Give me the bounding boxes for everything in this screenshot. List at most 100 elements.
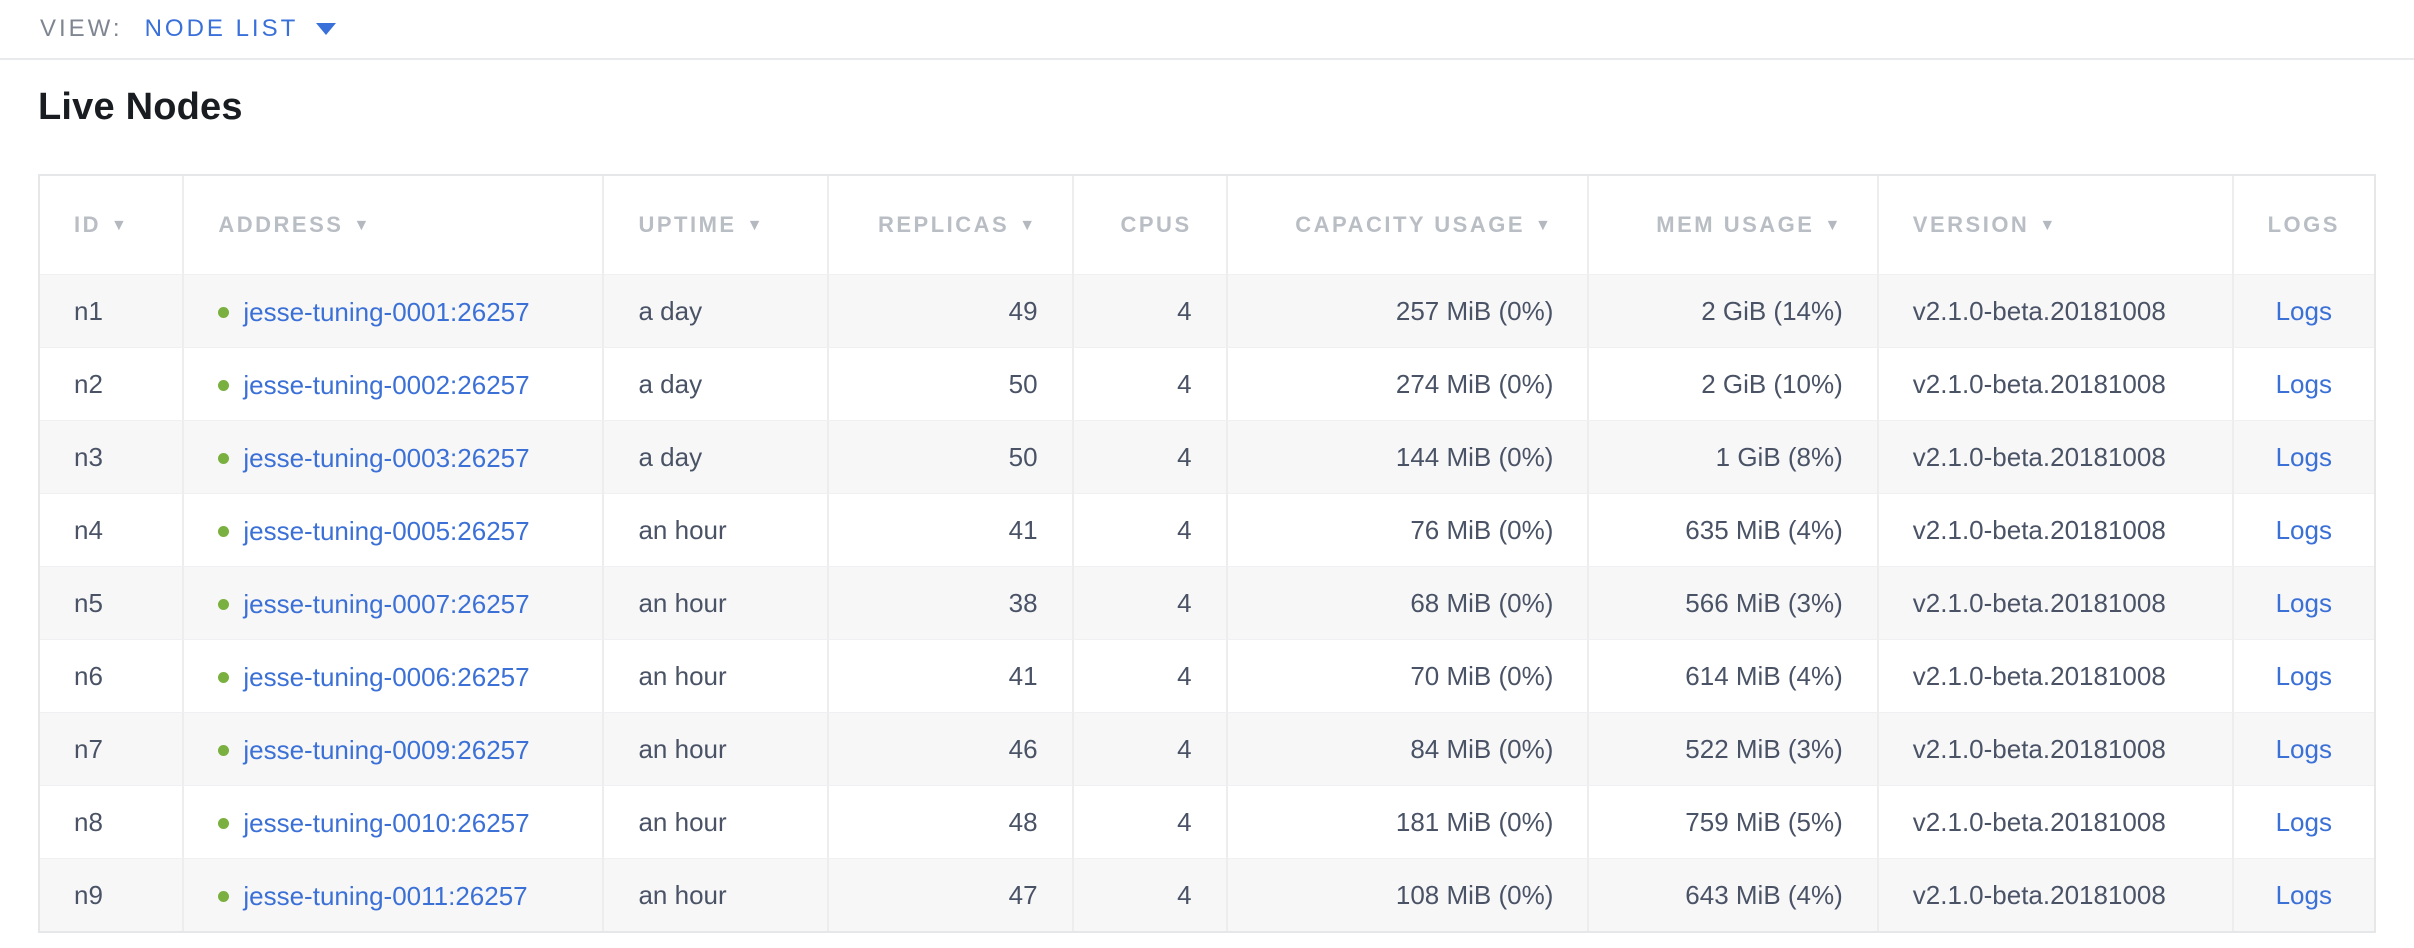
node-row-n7: n7 jesse-tuning-0009:26257 an hour 46 4 84 Mi… — [40, 712, 2374, 785]
node-version: v2.1.0-beta.20181008 — [1912, 733, 2166, 764]
node-address-cell: jesse-tuning-0010:26257 — [218, 808, 530, 839]
node-live-status-icon — [218, 891, 230, 902]
node-logs-link[interactable]: Logs — [2275, 368, 2332, 399]
node-replicas: 41 — [1008, 660, 1038, 691]
node-mem-usage: 759 MiB (5%) — [1685, 806, 1843, 837]
node-mem-usage: 1 GiB (8%) — [1715, 441, 1843, 472]
node-mem-usage: 2 GiB (10%) — [1701, 368, 1843, 399]
node-version: v2.1.0-beta.20181008 — [1912, 441, 2166, 472]
node-logs-link[interactable]: Logs — [2275, 879, 2332, 910]
node-replicas: 47 — [1008, 879, 1038, 910]
node-live-status-icon — [218, 380, 230, 391]
node-address-link[interactable]: jesse-tuning-0011:26257 — [243, 881, 528, 911]
node-logs-link[interactable]: Logs — [2275, 660, 2332, 691]
column-header-label: CPUS — [1120, 212, 1192, 237]
node-mem-usage: 522 MiB (3%) — [1685, 733, 1843, 764]
column-header-mem-usage[interactable]: MEM USAGE ▼ — [1587, 176, 1877, 274]
sort-desc-icon: ▼ — [353, 217, 372, 234]
node-cpus: 4 — [1177, 368, 1192, 399]
node-address-link[interactable]: jesse-tuning-0002:26257 — [243, 370, 530, 400]
column-header-label: UPTIME — [638, 212, 737, 237]
column-header-label: REPLICAS — [878, 212, 1010, 237]
node-version: v2.1.0-beta.20181008 — [1912, 879, 2166, 910]
node-logs-link[interactable]: Logs — [2275, 295, 2332, 326]
table-header-row: ID ▼ ADDRESS ▼ UPTIME ▼ REPLICAS ▼ CPUS CAPACITY … — [40, 176, 2374, 274]
node-address-link[interactable]: jesse-tuning-0003:26257 — [243, 443, 530, 473]
view-label: VIEW: — [40, 15, 123, 42]
sort-desc-icon: ▼ — [111, 217, 130, 234]
column-header-version[interactable]: VERSION ▼ — [1876, 176, 2232, 274]
node-address-link[interactable]: jesse-tuning-0007:26257 — [243, 589, 530, 619]
node-replicas: 41 — [1008, 514, 1038, 545]
sort-desc-icon: ▼ — [2039, 217, 2058, 234]
node-live-status-icon — [218, 672, 230, 683]
node-version: v2.1.0-beta.20181008 — [1912, 806, 2166, 837]
node-mem-usage: 566 MiB (3%) — [1685, 587, 1843, 618]
node-logs-link[interactable]: Logs — [2275, 514, 2332, 545]
node-cpus: 4 — [1177, 879, 1192, 910]
view-dropdown[interactable]: NODE LIST — [145, 15, 337, 43]
column-header-label: VERSION — [1912, 212, 2030, 237]
node-row-n2: n2 jesse-tuning-0002:26257 a day 50 4 274 MiB… — [40, 347, 2374, 420]
node-id: n8 — [74, 806, 103, 837]
node-id: n5 — [74, 587, 103, 618]
node-cpus: 4 — [1177, 733, 1192, 764]
node-address-cell: jesse-tuning-0001:26257 — [218, 297, 530, 328]
column-header-replicas[interactable]: REPLICAS ▼ — [826, 176, 1072, 274]
node-capacity-usage: 76 MiB (0%) — [1410, 514, 1554, 545]
node-uptime: a day — [638, 441, 703, 472]
live-nodes-table: ID ▼ ADDRESS ▼ UPTIME ▼ REPLICAS ▼ CPUS CAPACITY … — [38, 174, 2376, 933]
node-address-link[interactable]: jesse-tuning-0009:26257 — [243, 735, 530, 765]
node-address-link[interactable]: jesse-tuning-0005:26257 — [243, 516, 530, 546]
node-address-link[interactable]: jesse-tuning-0010:26257 — [243, 808, 530, 838]
node-version: v2.1.0-beta.20181008 — [1912, 587, 2166, 618]
node-mem-usage: 635 MiB (4%) — [1685, 514, 1843, 545]
node-address-link[interactable]: jesse-tuning-0001:26257 — [243, 297, 530, 327]
node-id: n3 — [74, 441, 103, 472]
node-uptime: a day — [638, 295, 703, 326]
node-address-link[interactable]: jesse-tuning-0006:26257 — [243, 662, 530, 692]
chevron-down-icon — [316, 23, 337, 35]
node-cpus: 4 — [1177, 587, 1192, 618]
column-header-uptime[interactable]: UPTIME ▼ — [602, 176, 827, 274]
node-live-status-icon — [218, 526, 230, 537]
node-cpus: 4 — [1177, 660, 1192, 691]
node-row-n6: n6 jesse-tuning-0006:26257 an hour 41 4 70 Mi… — [40, 639, 2374, 712]
node-id: n6 — [74, 660, 103, 691]
node-address-cell: jesse-tuning-0006:26257 — [218, 662, 530, 693]
node-address-cell: jesse-tuning-0002:26257 — [218, 370, 530, 401]
column-header-id[interactable]: ID ▼ — [40, 176, 183, 274]
sort-desc-icon: ▼ — [1824, 217, 1843, 234]
node-cpus: 4 — [1177, 441, 1192, 472]
node-replicas: 50 — [1008, 441, 1038, 472]
column-header-label: MEM USAGE — [1656, 212, 1815, 237]
page-title: Live Nodes — [38, 86, 243, 128]
node-logs-link[interactable]: Logs — [2275, 441, 2332, 472]
node-replicas: 38 — [1008, 587, 1038, 618]
node-logs-link[interactable]: Logs — [2275, 806, 2332, 837]
view-dropdown-value: NODE LIST — [144, 15, 299, 42]
node-uptime: an hour — [638, 806, 727, 837]
node-row-n9: n9 jesse-tuning-0011:26257 an hour 47 4 108 M… — [40, 858, 2374, 931]
column-header-address[interactable]: ADDRESS ▼ — [182, 176, 603, 274]
node-replicas: 48 — [1008, 806, 1038, 837]
node-logs-link[interactable]: Logs — [2275, 587, 2332, 618]
node-logs-link[interactable]: Logs — [2275, 733, 2332, 764]
sort-desc-icon: ▼ — [1535, 217, 1554, 234]
node-capacity-usage: 257 MiB (0%) — [1395, 295, 1554, 326]
view-bar: VIEW: NODE LIST — [0, 0, 2414, 60]
node-address-cell: jesse-tuning-0003:26257 — [218, 443, 530, 474]
node-live-status-icon — [218, 307, 230, 318]
node-id: n1 — [74, 295, 103, 326]
node-cpus: 4 — [1177, 295, 1192, 326]
node-version: v2.1.0-beta.20181008 — [1912, 514, 2166, 545]
node-capacity-usage: 108 MiB (0%) — [1395, 879, 1554, 910]
sort-desc-icon: ▼ — [1019, 217, 1038, 234]
column-header-capacity-usage[interactable]: CAPACITY USAGE ▼ — [1225, 176, 1588, 274]
node-id: n4 — [74, 514, 103, 545]
node-version: v2.1.0-beta.20181008 — [1912, 295, 2166, 326]
node-mem-usage: 643 MiB (4%) — [1685, 879, 1843, 910]
node-uptime: an hour — [638, 660, 727, 691]
node-live-status-icon — [218, 599, 230, 610]
node-capacity-usage: 181 MiB (0%) — [1395, 806, 1554, 837]
